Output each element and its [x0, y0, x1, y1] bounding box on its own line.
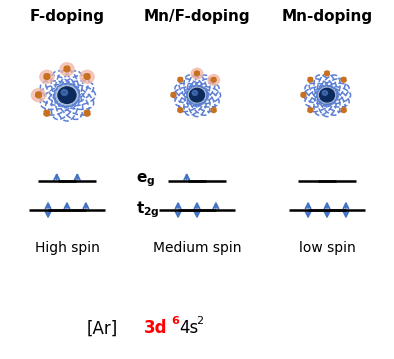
Text: 4s: 4s: [179, 320, 199, 337]
Circle shape: [208, 75, 219, 85]
Circle shape: [190, 88, 204, 102]
Text: Medium spin: Medium spin: [153, 241, 241, 255]
Text: $\mathbf{e_g}$: $\mathbf{e_g}$: [136, 172, 155, 190]
Circle shape: [301, 93, 306, 97]
Circle shape: [341, 78, 346, 82]
Text: Mn-doping: Mn-doping: [281, 9, 373, 24]
Circle shape: [320, 88, 335, 102]
Text: F-doping: F-doping: [30, 9, 104, 24]
Circle shape: [56, 85, 78, 106]
Circle shape: [211, 78, 216, 82]
Circle shape: [192, 90, 197, 95]
Circle shape: [178, 108, 183, 112]
Circle shape: [171, 93, 176, 97]
Circle shape: [60, 63, 74, 76]
Circle shape: [341, 108, 346, 112]
Circle shape: [40, 70, 54, 83]
Text: low spin: low spin: [299, 241, 355, 255]
Circle shape: [318, 87, 336, 104]
Circle shape: [191, 68, 203, 79]
Circle shape: [61, 89, 68, 95]
Circle shape: [178, 78, 183, 82]
Circle shape: [325, 71, 329, 76]
Text: 6: 6: [171, 316, 179, 326]
Circle shape: [35, 93, 41, 98]
Circle shape: [308, 108, 313, 112]
Circle shape: [308, 78, 313, 82]
Circle shape: [44, 74, 50, 79]
Circle shape: [188, 87, 206, 104]
Circle shape: [195, 71, 199, 76]
Text: $\mathbf{t_{2g}}$: $\mathbf{t_{2g}}$: [136, 199, 160, 220]
Text: 2: 2: [196, 316, 203, 326]
Circle shape: [80, 70, 94, 83]
Text: Mn/F-doping: Mn/F-doping: [144, 9, 250, 24]
Circle shape: [32, 89, 46, 102]
Circle shape: [58, 87, 76, 103]
Circle shape: [44, 111, 50, 116]
Text: [Ar]: [Ar]: [87, 320, 118, 337]
Circle shape: [84, 74, 90, 79]
Circle shape: [84, 111, 90, 116]
Text: High spin: High spin: [35, 241, 99, 255]
Text: 3d: 3d: [144, 320, 167, 337]
Circle shape: [322, 90, 327, 95]
Circle shape: [211, 108, 216, 112]
Circle shape: [64, 66, 70, 72]
